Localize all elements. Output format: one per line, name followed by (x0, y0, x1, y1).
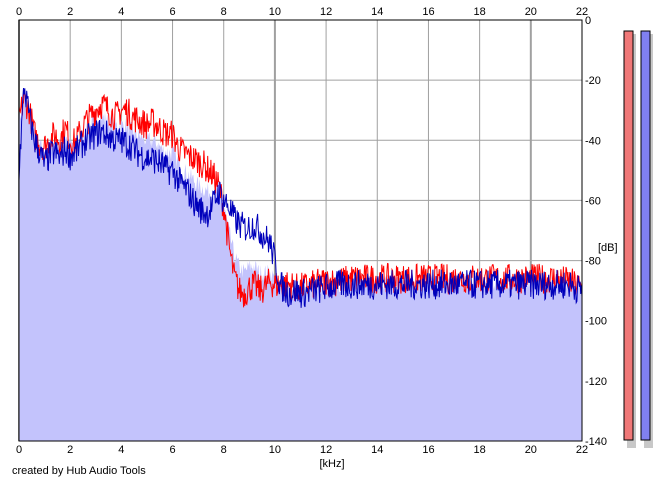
y-tick-label: -80 (585, 256, 601, 268)
x-tick-label-bottom: 4 (118, 444, 124, 456)
x-tick-label-top: 22 (576, 6, 588, 18)
x-tick-label-bottom: 18 (474, 444, 486, 456)
level-meter-fill (624, 31, 633, 440)
x-tick-label-bottom: 22 (576, 444, 588, 456)
x-tick-label-bottom: 6 (169, 444, 175, 456)
x-tick-label-bottom: 12 (320, 444, 332, 456)
x-tick-label-bottom: 14 (371, 444, 383, 456)
x-tick-label-bottom: 0 (16, 444, 22, 456)
series-red-line (18, 89, 583, 308)
y-tick-label: 0 (585, 15, 591, 27)
y-tick-label: -140 (585, 436, 607, 448)
y-tick-label: -20 (585, 75, 601, 87)
x-tick-label-top: 0 (16, 6, 22, 18)
x-tick-label-top: 14 (371, 6, 383, 18)
x-tick-label-top: 10 (269, 6, 281, 18)
x-tick-label-bottom: 10 (269, 444, 281, 456)
x-tick-label-bottom: 2 (67, 444, 73, 456)
y-tick-label: -120 (585, 376, 607, 388)
x-axis-label: [kHz] (319, 458, 344, 470)
credit-text: created by Hub Audio Tools (12, 465, 146, 477)
x-tick-labels-top: 0 2 4 6 8 10 12 14 16 18 20 22 (16, 6, 588, 18)
plot-border (18, 19, 583, 442)
x-tick-label-bottom: 8 (221, 444, 227, 456)
level-meter-fill (641, 31, 650, 440)
x-tick-label-top: 18 (474, 6, 486, 18)
x-tick-label-top: 12 (320, 6, 332, 18)
spectrum-area (19, 88, 582, 442)
y-tick-labels: 0 -20 -40 -60 -80 -100 -120 -140 (585, 15, 607, 448)
x-tick-label-bottom: 20 (525, 444, 537, 456)
x-tick-label-bottom: 16 (422, 444, 434, 456)
level-meters (623, 30, 653, 448)
y-tick-label: -40 (585, 135, 601, 147)
y-tick-label: -60 (585, 195, 601, 207)
x-tick-label-top: 8 (221, 6, 227, 18)
x-tick-label-top: 4 (118, 6, 124, 18)
x-tick-label-top: 2 (67, 6, 73, 18)
x-tick-labels-bottom: 0 2 4 6 8 10 12 14 16 18 20 22 (16, 444, 588, 456)
x-tick-label-top: 16 (422, 6, 434, 18)
y-axis-label: [dB] (598, 242, 618, 254)
series-blue-line (18, 87, 583, 308)
x-tick-label-top: 6 (169, 6, 175, 18)
x-tick-label-top: 20 (525, 6, 537, 18)
y-tick-label: -100 (585, 316, 607, 328)
